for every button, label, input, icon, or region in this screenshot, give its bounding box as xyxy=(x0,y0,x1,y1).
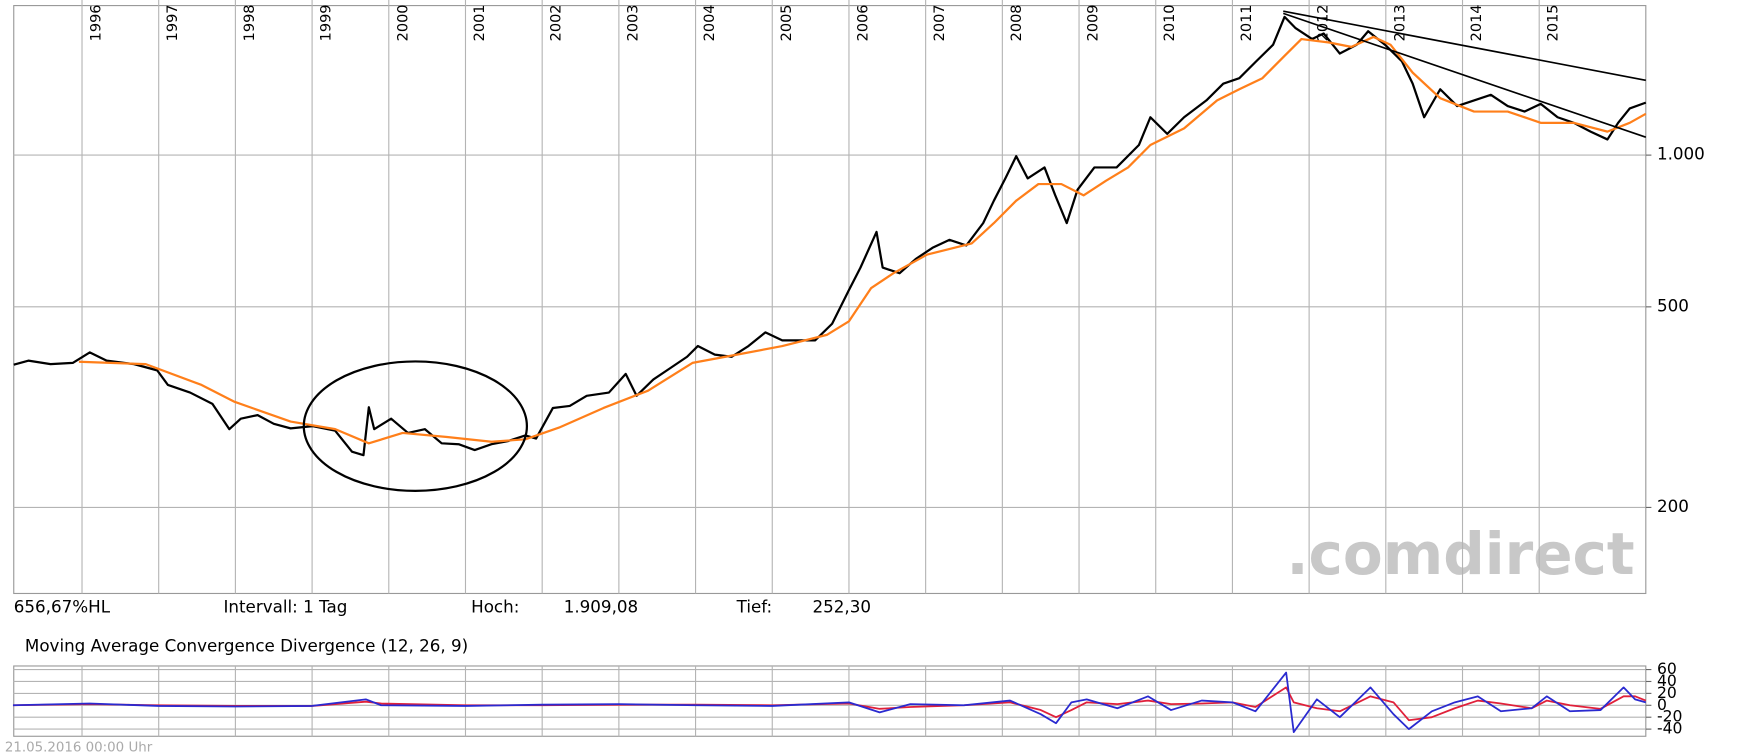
date-label: 21.05.2016 00:00 Uhr xyxy=(5,740,153,753)
info-text: Tief: xyxy=(736,596,773,616)
annotation-circle xyxy=(302,360,529,492)
info-text: Intervall: 1 Tag xyxy=(223,596,347,616)
x-tick-label: 1998 xyxy=(242,4,258,41)
info-text: 656,67%HL xyxy=(14,596,111,616)
data-line xyxy=(78,35,1647,445)
y-tick-label: 60 xyxy=(1657,660,1677,678)
y-tick-label: 20 xyxy=(1657,684,1677,702)
x-tick-label: 2011 xyxy=(1239,4,1255,41)
info-text: Hoch: xyxy=(471,596,519,616)
x-tick-label: 2007 xyxy=(932,4,948,41)
y-tick-label: -20 xyxy=(1657,708,1683,726)
x-tick-label: 2010 xyxy=(1162,4,1178,41)
y-tick-label: 200 xyxy=(1657,496,1689,516)
x-tick-label: 1999 xyxy=(319,4,335,41)
info-text: 1.909,08 xyxy=(564,596,638,616)
x-tick-label: 2005 xyxy=(779,4,795,41)
indicator-title: Moving Average Convergence Divergence (1… xyxy=(25,636,468,656)
x-tick-label: 2009 xyxy=(1086,4,1102,41)
data-line xyxy=(13,15,1647,457)
x-tick-label: 1996 xyxy=(89,4,105,41)
x-tick-label: 2006 xyxy=(855,4,871,41)
x-tick-label: 2014 xyxy=(1469,4,1485,41)
x-tick-label: 2002 xyxy=(549,4,565,41)
plot-frame xyxy=(13,665,1647,737)
trend-line xyxy=(1283,10,1646,82)
info-text: 252,30 xyxy=(812,596,871,616)
plot-frame xyxy=(13,5,1647,595)
x-tick-label: 2003 xyxy=(625,4,641,41)
y-tick-label: 40 xyxy=(1657,672,1677,690)
x-tick-label: 2012 xyxy=(1316,4,1332,41)
y-tick-label: 0 xyxy=(1657,696,1667,714)
y-tick-label: 500 xyxy=(1657,295,1689,315)
data-line xyxy=(12,671,1647,734)
x-tick-label: 2000 xyxy=(395,4,411,41)
trend-line xyxy=(1282,12,1647,139)
y-tick-label: -40 xyxy=(1657,720,1683,738)
y-tick-label: 1.000 xyxy=(1657,144,1705,164)
x-tick-label: 2013 xyxy=(1392,4,1408,41)
x-tick-label: 2004 xyxy=(702,4,718,41)
x-tick-label: 1997 xyxy=(165,4,181,41)
x-tick-label: 2008 xyxy=(1009,4,1025,41)
x-tick-label: 2001 xyxy=(472,4,488,41)
watermark: .comdirect xyxy=(1286,520,1634,588)
x-tick-label: 2015 xyxy=(1546,4,1562,41)
